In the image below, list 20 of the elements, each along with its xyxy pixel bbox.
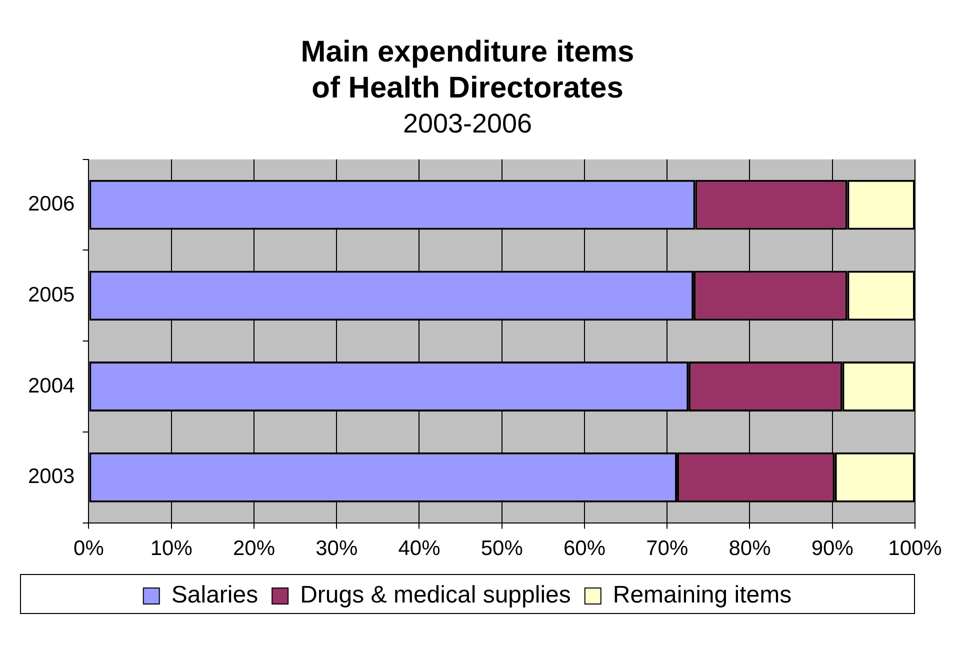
x-tick-label: 60%: [563, 537, 606, 560]
x-tick-label: 50%: [480, 537, 523, 560]
x-tick-label: 90%: [811, 537, 854, 560]
x-tick-label: 40%: [398, 537, 440, 560]
y-tick-label: 2006: [28, 192, 75, 216]
y-tick-label: 2004: [28, 374, 76, 398]
legend-label: Salaries: [171, 582, 258, 609]
x-tick-label: 100%: [888, 537, 942, 560]
legend-label: Drugs & medical supplies: [300, 582, 571, 609]
chart-title: Main expenditure items of Health Directorates: [300, 35, 634, 104]
x-tick-label: 10%: [150, 537, 192, 560]
x-tick-label: 0%: [74, 537, 104, 560]
x-tick-label: 80%: [728, 537, 771, 560]
y-tick-label: 2005: [28, 283, 75, 306]
x-tick-label: 20%: [232, 537, 275, 560]
y-tick-label: 2003: [28, 465, 75, 488]
chart-subtitle: 2003-2006: [402, 108, 532, 139]
x-tick-label: 30%: [316, 537, 358, 560]
x-tick-label: 70%: [646, 537, 688, 560]
legend-label: Remaining items: [612, 582, 792, 609]
